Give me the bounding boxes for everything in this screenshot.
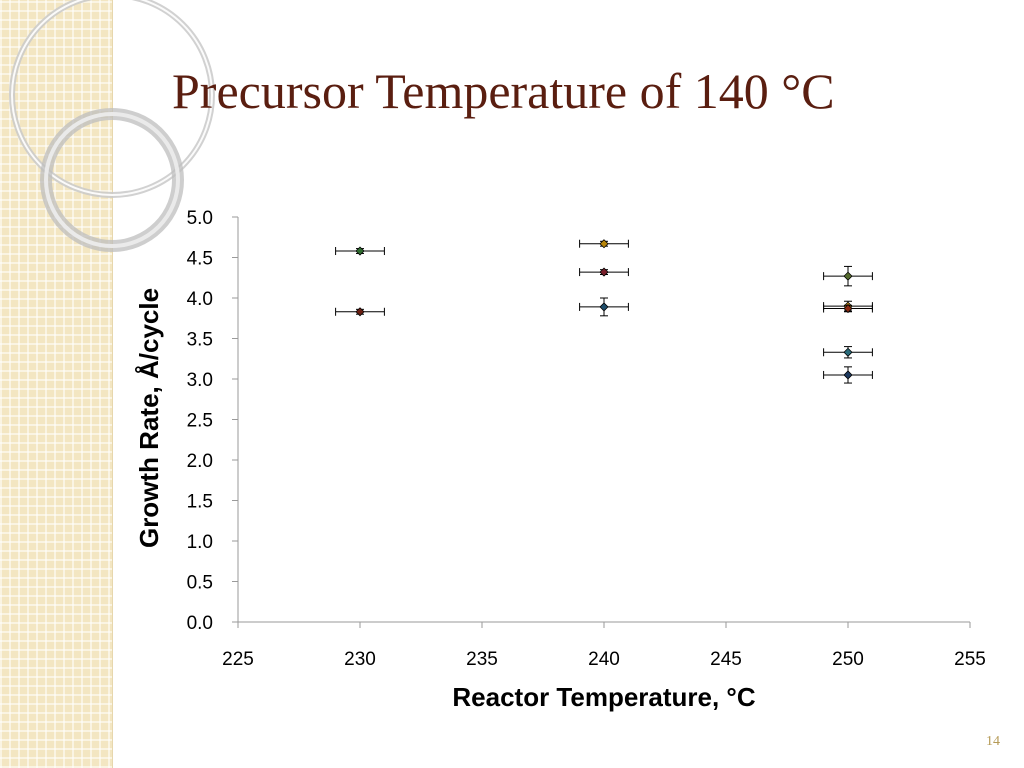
y-tick-label: 2.5 [187,411,213,432]
point-marker [843,303,853,314]
y-tick-label: 0.5 [187,573,213,594]
y-tick-label: 3.5 [187,330,213,351]
slide-title: Precursor Temperature of 140 °C [172,63,835,119]
point-marker [843,347,853,357]
data-point [823,346,873,359]
point-marker [355,307,365,317]
point-marker [599,239,609,249]
x-tick-label: 240 [588,649,620,670]
y-tick-label: 4.5 [187,249,213,270]
chart-marks [335,239,873,384]
chart-ticks: 0.0 0.5 1.0 1.5 2.0 2.5 3.0 3.5 4.0 4.5 5.0 225 230 2… [187,208,986,670]
data-point [579,239,629,249]
y-tick-label: 1.5 [187,492,213,513]
data-point [335,307,385,317]
x-tick-label: 255 [954,649,986,670]
ring-small [40,108,184,252]
data-point [823,265,873,287]
point-marker [843,370,853,380]
point-marker [599,302,609,312]
point-marker [843,271,853,281]
x-axis-title: Reactor Temperature, °C [452,682,755,712]
x-tick-label: 250 [832,649,864,670]
data-point [823,303,873,314]
x-tick-label: 230 [344,649,376,670]
data-point [579,297,629,317]
y-axis-title: Growth Rate, Å/cycle [134,288,164,548]
y-tick-label: 1.0 [187,532,213,553]
x-tick-label: 235 [466,649,498,670]
x-tick-label: 245 [710,649,742,670]
chart-axes [237,217,970,623]
y-tick-label: 4.0 [187,289,213,310]
y-tick-label: 0.0 [187,613,213,634]
data-point [823,366,873,384]
point-marker [355,246,365,256]
y-tick-label: 5.0 [187,208,213,229]
data-point [579,267,629,277]
x-tick-label: 225 [222,649,254,670]
slide-number: 14 [986,734,1000,749]
data-point [335,246,385,256]
point-marker [599,267,609,277]
ring-large [9,0,215,198]
y-tick-label: 3.0 [187,370,213,391]
y-tick-label: 2.0 [187,451,213,472]
